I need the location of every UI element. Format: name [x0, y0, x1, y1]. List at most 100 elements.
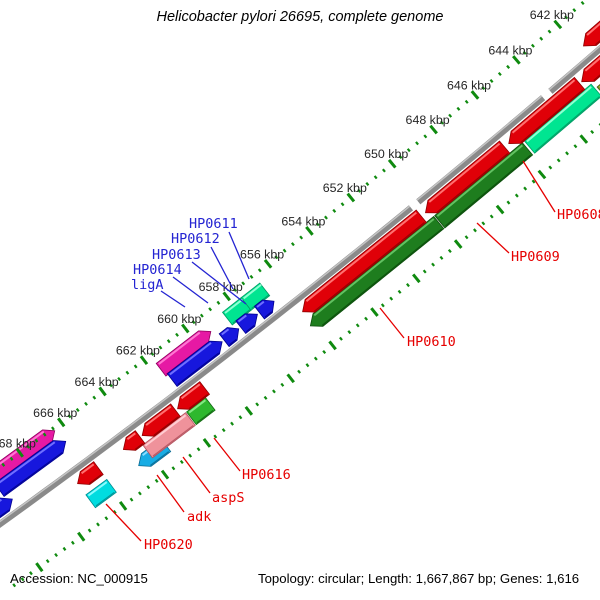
gene-blue-edge-1	[0, 497, 13, 519]
ruler-major-tick	[222, 291, 231, 302]
ruler-minor-tick	[522, 50, 527, 55]
ruler-minor-tick	[158, 345, 163, 350]
ruler-major-tick	[181, 323, 190, 334]
ruler-minor-tick	[1, 462, 6, 467]
gene-label-aspS[interactable]: aspS	[212, 490, 245, 506]
ruler-minor-tick	[313, 356, 318, 361]
ruler-major-tick	[139, 355, 149, 366]
ruler-minor-tick	[397, 289, 402, 294]
ruler-tick-label: 668 kbp	[0, 436, 36, 450]
ruler-major-tick	[370, 307, 379, 317]
ruler-minor-tick	[324, 215, 328, 220]
gene-label-HP0611[interactable]: HP0611	[189, 216, 238, 232]
gene-red-fwd-5	[177, 381, 211, 410]
ruler-minor-tick	[547, 29, 552, 34]
ruler-minor-tick	[221, 428, 226, 433]
ruler-minor-tick	[282, 248, 287, 253]
ruler-minor-tick	[230, 421, 234, 426]
ruler-minor-tick	[531, 43, 535, 48]
ruler-minor-tick	[439, 120, 444, 125]
gene-label-adk[interactable]: adk	[187, 509, 211, 525]
gene-label-ligA[interactable]: ligA	[131, 277, 164, 293]
ruler-minor-tick	[117, 376, 122, 381]
gene-label-HP0620[interactable]: HP0620	[144, 537, 193, 553]
ruler-minor-tick	[42, 432, 47, 437]
ruler-minor-tick	[112, 510, 117, 515]
ruler-minor-tick	[497, 71, 502, 76]
ruler-minor-tick	[514, 193, 519, 198]
ruler-minor-tick	[29, 571, 33, 576]
callout-line-HP0611	[228, 231, 250, 280]
ruler-minor-tick	[297, 369, 301, 374]
backbone-layer	[0, 44, 600, 529]
ruler-minor-tick	[373, 175, 378, 180]
ruler-minor-tick	[171, 466, 176, 471]
ruler-minor-tick	[9, 456, 14, 461]
ruler-major-tick	[495, 204, 505, 215]
ruler-minor-tick	[20, 577, 25, 582]
gene-label-HP0610[interactable]: HP0610	[407, 334, 456, 350]
ruler-major-tick	[35, 562, 44, 573]
callout-line-HP0620	[105, 503, 142, 542]
ruler-major-tick	[346, 192, 356, 203]
ruler-minor-tick	[166, 339, 171, 344]
ruler-minor-tick	[188, 453, 193, 458]
ruler-minor-tick	[104, 516, 109, 521]
ruler-minor-tick	[523, 186, 528, 191]
ruler-tick-label: 652 kbp	[323, 181, 367, 195]
ruler-major-tick	[244, 405, 254, 416]
ruler-minor-tick	[305, 363, 310, 368]
ruler-minor-tick	[564, 15, 569, 20]
ruler-minor-tick	[364, 316, 369, 321]
ruler-tick-label: 662 kbp	[116, 344, 160, 358]
ruler-major-tick	[328, 340, 337, 351]
ruler-major-tick	[286, 373, 295, 384]
ruler-minor-tick	[233, 287, 237, 292]
callout-line-HP0609	[476, 222, 510, 254]
gene-label-HP0616[interactable]: HP0616	[242, 467, 291, 483]
ruler-minor-tick	[133, 364, 138, 369]
ruler-major-tick	[57, 417, 66, 428]
ruler-minor-tick	[34, 438, 39, 443]
ruler-minor-tick	[389, 296, 394, 301]
ruler-major-tick	[98, 386, 107, 397]
gene-label-HP0608[interactable]: HP0608	[557, 207, 600, 223]
ruler-tick-label: 646 kbp	[447, 78, 491, 92]
ruler-minor-tick	[406, 148, 411, 153]
ruler-major-tick	[77, 531, 86, 542]
ruler-minor-tick	[380, 303, 385, 308]
callout-line-HP0610	[379, 307, 405, 339]
gene-label-HP0614[interactable]: HP0614	[133, 262, 182, 278]
ruler-tick-label: 656 kbp	[240, 247, 284, 261]
ruler-minor-tick	[274, 255, 279, 260]
gene-label-HP0612[interactable]: HP0612	[171, 231, 220, 247]
ruler-minor-tick	[347, 330, 352, 335]
ruler-minor-tick	[299, 235, 304, 240]
gene-red-fwd-6	[141, 403, 181, 437]
ruler-major-tick	[512, 55, 521, 65]
ruler-minor-tick	[175, 332, 179, 337]
ruler-minor-tick	[129, 497, 134, 502]
ruler-tick-label: 642 kbp	[530, 8, 574, 22]
ruler-minor-tick	[590, 129, 595, 134]
ruler-minor-tick	[464, 235, 469, 240]
ruler-major-tick	[160, 469, 170, 480]
ruler-minor-tick	[548, 165, 553, 170]
ruler-minor-tick	[332, 208, 337, 213]
ruler-minor-tick	[125, 370, 130, 375]
ruler-major-tick	[387, 158, 397, 169]
ruler-tick-label: 644 kbp	[488, 43, 532, 57]
ruler-minor-tick	[565, 151, 569, 156]
ruler-minor-tick	[556, 158, 561, 163]
ruler-tick-label: 664 kbp	[75, 375, 119, 389]
ruler-minor-tick	[191, 320, 196, 325]
gene-label-HP0609[interactable]: HP0609	[511, 249, 560, 265]
status-accession: Accession: NC_000915	[10, 571, 148, 586]
ruler-minor-tick	[357, 188, 362, 193]
ruler-minor-tick	[539, 36, 544, 41]
callout-line-HP0616	[213, 437, 241, 472]
gene-label-HP0613[interactable]: HP0613	[152, 247, 201, 263]
callout-line-aspS	[182, 456, 211, 494]
ruler-major-tick	[15, 447, 25, 458]
gene-red-fwd-2	[508, 76, 586, 145]
